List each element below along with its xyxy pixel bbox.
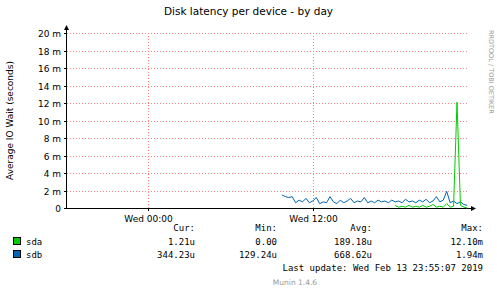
stats-cell: 0.00 <box>255 237 277 247</box>
y-grid-line <box>67 156 468 157</box>
plot-area <box>67 33 468 208</box>
y-grid-line <box>67 103 468 104</box>
y-grid-line <box>67 121 468 122</box>
background <box>0 0 497 292</box>
stats-cell: 668.62u <box>334 250 372 260</box>
y-grid-line <box>67 173 468 174</box>
x-axis <box>67 208 473 209</box>
y-grid-line <box>67 68 468 69</box>
y-tick-label: 16 m <box>38 64 61 74</box>
y-tick-label: 10 m <box>38 117 61 127</box>
title: Disk latency per device - by day <box>164 5 333 17</box>
legend-swatch <box>14 251 21 258</box>
y-tick-label: 6 m <box>44 152 61 162</box>
x-grid-line <box>148 33 149 208</box>
y-grid-line <box>67 191 468 192</box>
x-axis-arrow <box>471 206 476 211</box>
stats-cell: 1.21u <box>168 237 195 247</box>
series-group <box>282 102 467 208</box>
y-grid-line <box>67 86 468 87</box>
last-update: Last update: Wed Feb 13 23:55:07 2019 <box>283 263 483 273</box>
y-axis <box>66 29 67 209</box>
y-tick-label: 14 m <box>38 82 61 92</box>
stats-header: Avg: <box>350 223 372 233</box>
watermark: RRDTOOL / TOBI OETIKER <box>487 30 495 114</box>
series-line <box>282 191 467 205</box>
x-tick-label: Wed 12:00 <box>289 214 338 224</box>
legend-label: sdb <box>26 250 42 260</box>
stats-cell: 189.18u <box>334 237 372 247</box>
stats-cell: 344.23u <box>157 250 195 260</box>
version: Munin 1.4.6 <box>273 278 318 287</box>
y-tick-label: 4 m <box>44 169 61 179</box>
legend-label: sda <box>26 237 42 247</box>
chart: Disk latency per device - by day Average … <box>0 0 497 292</box>
y-tick-label: 0 <box>55 204 61 214</box>
y-grid-line <box>67 51 468 52</box>
y-tick-label: 8 m <box>44 134 61 144</box>
legend-swatch <box>14 238 21 245</box>
stats-header: Min: <box>255 223 277 233</box>
y-grid-line <box>67 138 468 139</box>
series-line <box>395 102 467 208</box>
y-tick-label: 20 m <box>38 29 61 39</box>
x-grid-line <box>313 33 314 208</box>
stats-header: Cur: <box>173 223 195 233</box>
x-tick-label: Wed 00:00 <box>124 214 173 224</box>
stats-cell: 129.24u <box>239 250 277 260</box>
y-axis-label: Average IO Wait (seconds) <box>5 61 15 180</box>
stats-cell: 12.10m <box>450 237 483 247</box>
y-tick-label: 18 m <box>38 47 61 57</box>
y-tick-label: 12 m <box>38 99 61 109</box>
stats-header: Max: <box>461 223 483 233</box>
y-tick-label: 2 m <box>44 187 61 197</box>
y-grid-line <box>67 33 468 34</box>
y-axis-arrow <box>64 25 69 30</box>
stats-cell: 1.94m <box>456 250 483 260</box>
